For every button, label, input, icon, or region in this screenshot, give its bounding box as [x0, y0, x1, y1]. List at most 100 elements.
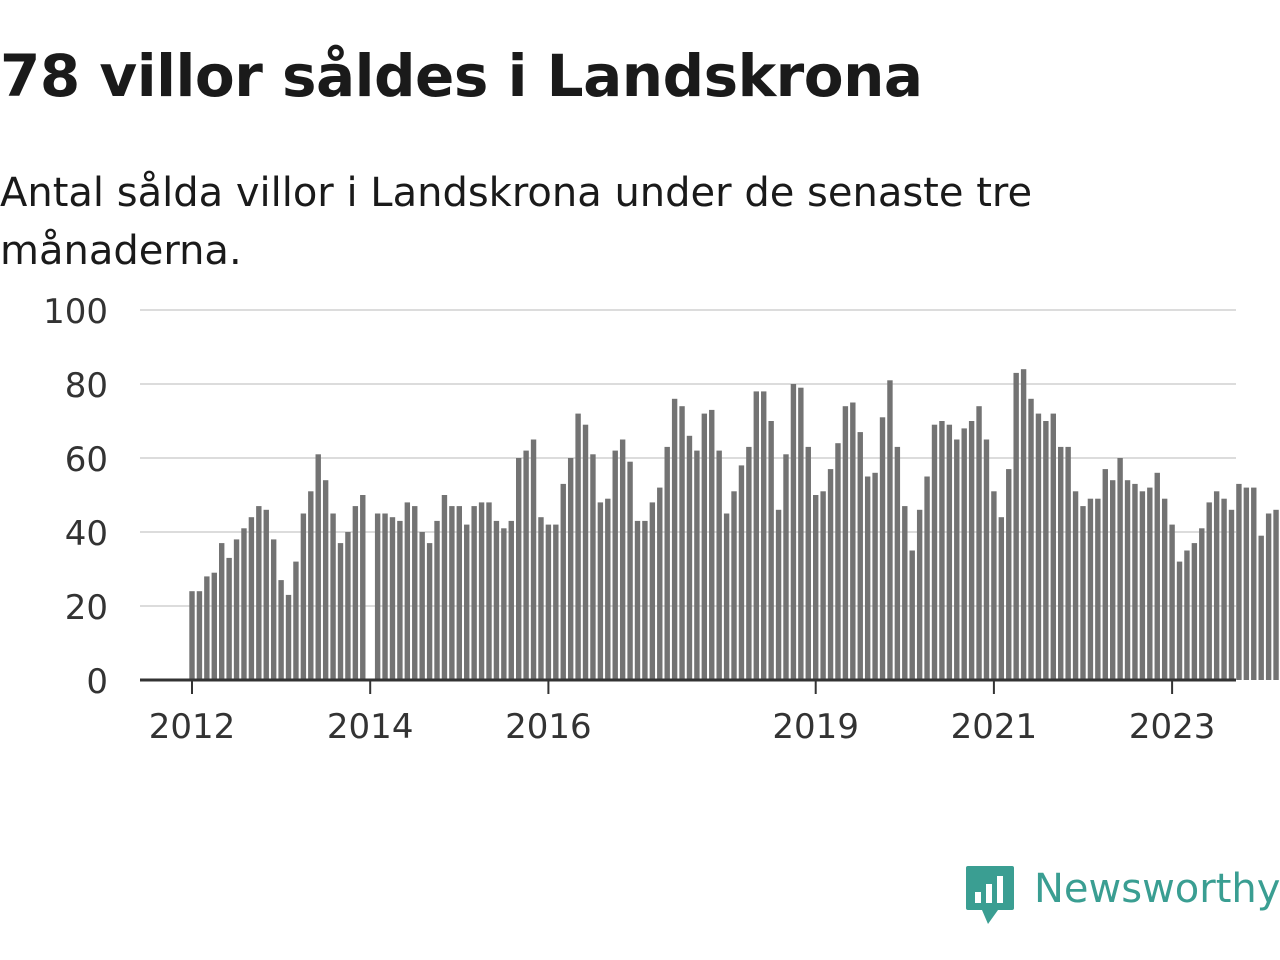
bar [434, 520, 440, 680]
bar [842, 406, 849, 680]
bar [605, 498, 611, 680]
bar [679, 406, 685, 680]
bar [723, 513, 730, 680]
bar [790, 384, 797, 680]
bar [731, 491, 737, 680]
bar [902, 506, 908, 680]
bar [931, 424, 938, 680]
bar [530, 439, 537, 680]
bar [738, 465, 745, 680]
chart-subtitle: Antal sålda villor i Landskrona under de… [0, 170, 1033, 274]
bar [1117, 458, 1123, 680]
bar [285, 594, 292, 680]
bar [1265, 513, 1272, 680]
x-tick-label: 2021 [951, 707, 1038, 747]
x-tick-label: 2019 [772, 707, 859, 747]
bar [1213, 491, 1220, 680]
bar [233, 539, 240, 680]
x-axis-tick-labels: 2012201420162019202120232025 [149, 680, 1216, 747]
x-tick-label: 2023 [1129, 707, 1216, 747]
bar [1043, 421, 1049, 680]
bar [1028, 398, 1034, 680]
bar [976, 406, 982, 680]
bar [1251, 487, 1257, 680]
bar [694, 450, 700, 680]
bar [256, 506, 262, 680]
bar [189, 591, 195, 680]
bar [471, 506, 477, 680]
bar [879, 417, 886, 680]
bar [226, 557, 232, 680]
bar [322, 480, 329, 680]
bar [345, 532, 351, 680]
bar [775, 509, 782, 680]
bar [441, 495, 448, 680]
y-tick-label: 40 [65, 514, 108, 554]
bar [1228, 509, 1235, 680]
bar [545, 524, 552, 680]
bar [1236, 483, 1242, 680]
bar [924, 476, 930, 680]
bar [1058, 446, 1064, 680]
y-tick-label: 80 [65, 366, 108, 406]
bar [1102, 469, 1108, 680]
bar [1035, 413, 1042, 680]
bar [671, 398, 678, 680]
bar [1072, 491, 1079, 680]
bar [248, 517, 255, 680]
bar [1199, 528, 1205, 680]
bar [954, 439, 960, 680]
bar [582, 424, 589, 680]
bar [597, 502, 604, 680]
bar [894, 446, 901, 680]
bar [478, 502, 485, 680]
bar [850, 402, 856, 680]
bar [701, 413, 708, 680]
bar [352, 506, 359, 680]
bar [1258, 535, 1264, 680]
bar [219, 543, 225, 680]
x-tick-label: 2012 [149, 707, 236, 747]
bar [560, 483, 566, 680]
bar [315, 454, 321, 680]
y-axis-tick-labels: 0 20 40 60 80 100 [43, 292, 108, 702]
newsworthy-logo-icon [966, 866, 1014, 924]
bar [1147, 487, 1153, 680]
bar [887, 380, 893, 680]
bar [493, 520, 500, 680]
bar [909, 550, 915, 680]
bar [783, 454, 789, 680]
bar [1191, 543, 1198, 680]
bar [961, 428, 967, 680]
bar [1176, 561, 1183, 680]
bar [404, 502, 411, 680]
bar [619, 439, 626, 680]
bar [939, 421, 945, 680]
bar [946, 424, 953, 680]
y-tick-label: 20 [65, 588, 108, 628]
bar [657, 487, 663, 680]
brand-name: Newsworthy [1034, 866, 1280, 912]
bar [634, 520, 641, 680]
bar [293, 561, 299, 680]
bar [1243, 487, 1250, 680]
bar [1110, 480, 1116, 680]
bar [1206, 502, 1212, 680]
bar [263, 509, 269, 680]
bar [389, 517, 396, 680]
bar [1221, 498, 1227, 680]
bar [1161, 498, 1168, 680]
bar [716, 450, 722, 680]
bar [196, 591, 203, 680]
bar [330, 513, 336, 680]
bar [991, 491, 997, 680]
bar [612, 450, 618, 680]
bar [449, 506, 455, 680]
bar [1169, 524, 1175, 680]
bar [211, 572, 217, 680]
bar [523, 450, 529, 680]
y-tick-label: 100 [43, 292, 108, 332]
bar [686, 435, 693, 680]
bar [1273, 509, 1279, 680]
